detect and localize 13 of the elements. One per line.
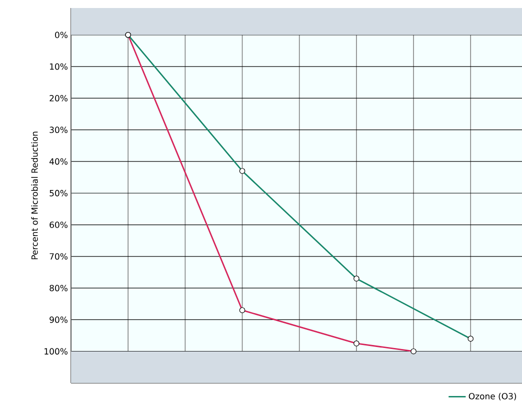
- y-tick-label: 70%: [50, 253, 68, 260]
- y-tick-label: 10%: [50, 63, 68, 70]
- y-axis-title: Percent of Microbial Reduction: [31, 132, 38, 260]
- y-tick-label: 40%: [49, 158, 68, 165]
- y-tick-label: 80%: [50, 284, 68, 292]
- legend-label: Ozone (O3): [468, 392, 516, 400]
- y-tick-label: 50%: [50, 190, 68, 196]
- y-tick-label: 90%: [50, 316, 68, 323]
- y-tick-label: 0%: [55, 32, 68, 38]
- y-tick-label: 30%: [50, 126, 68, 134]
- y-tick-label: 20%: [50, 94, 68, 102]
- y-tick-label: 100%: [44, 348, 68, 355]
- y-tick-label: 60%: [50, 222, 68, 228]
